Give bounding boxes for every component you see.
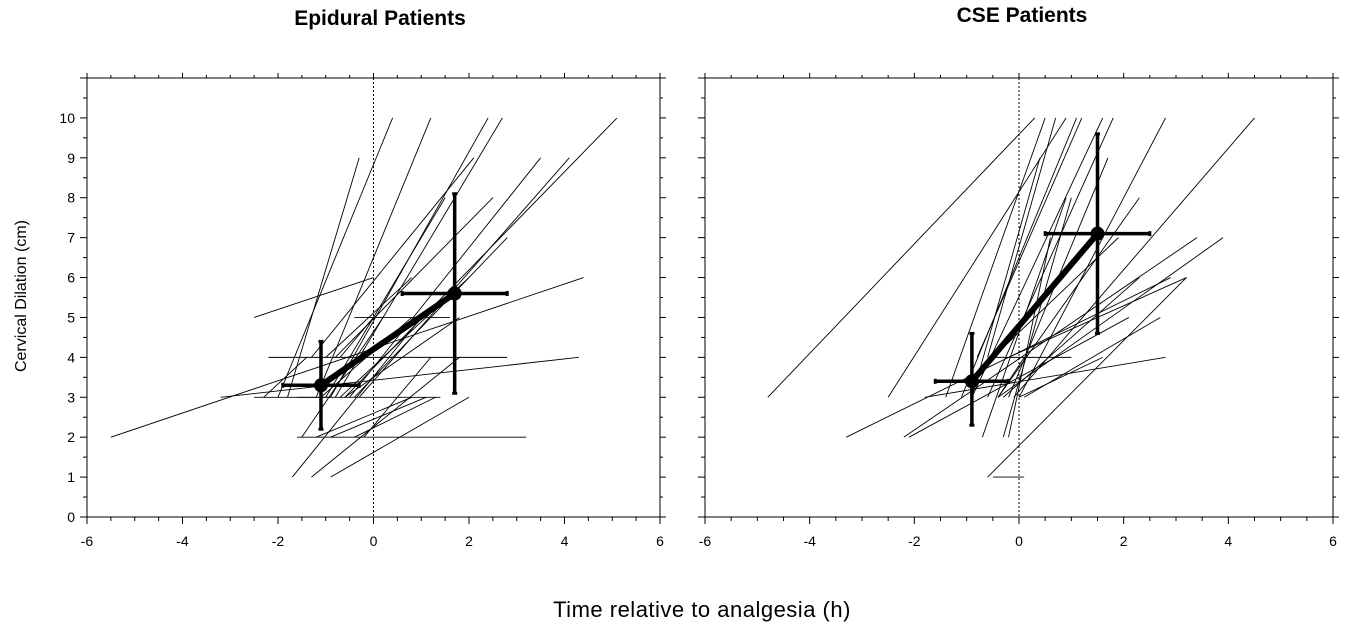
mean-line xyxy=(968,230,1101,385)
patient-line xyxy=(330,396,427,438)
mean-line xyxy=(317,290,458,389)
patient-line xyxy=(1003,277,1140,398)
x-tick-label: -4 xyxy=(803,533,816,549)
y-tick-label: 3 xyxy=(67,389,75,405)
y-axis-label: Cervical Dilation (cm) xyxy=(13,220,30,372)
y-tick-label: 4 xyxy=(67,349,75,365)
cse-title: CSE Patients xyxy=(957,4,1088,27)
x-tick-label: 4 xyxy=(561,533,569,549)
patient-line xyxy=(1018,356,1103,398)
y-tick-label: 6 xyxy=(67,270,75,286)
patient-line xyxy=(976,117,1083,358)
patient-line xyxy=(1013,117,1255,398)
patient-line xyxy=(316,396,412,438)
patient-line xyxy=(349,157,541,398)
mean-point xyxy=(964,374,979,389)
patient-line xyxy=(1002,197,1072,438)
patient-line xyxy=(220,356,579,398)
patient-line xyxy=(253,277,374,318)
y-tick-label: 2 xyxy=(67,429,75,445)
patient-line xyxy=(330,396,470,478)
x-tick-label: -6 xyxy=(699,533,712,549)
y-tick-label: 8 xyxy=(67,190,75,206)
patient-line xyxy=(971,157,1041,398)
epidural-title: Epidural Patients xyxy=(294,7,466,30)
patient-line xyxy=(277,117,394,398)
x-tick-label: 6 xyxy=(656,533,664,549)
patient-line xyxy=(987,117,1114,398)
epidural-panel: Epidural Patients -6 -4 -2 0 2 4 6 0 1 2 3 4 5 6 7 8 9 10 xyxy=(59,7,666,549)
patient-line xyxy=(287,157,360,398)
patient-line xyxy=(1008,237,1051,438)
patient-line xyxy=(887,117,1067,398)
patient-line xyxy=(315,117,432,398)
patient-line xyxy=(971,117,1104,398)
mean-point xyxy=(313,378,328,393)
y-tick-label: 1 xyxy=(67,469,75,485)
patient-line xyxy=(767,117,1036,398)
patient-line xyxy=(997,357,1025,398)
patient-line xyxy=(987,277,1187,478)
patient-line xyxy=(354,396,436,438)
patient-line xyxy=(997,197,1140,398)
y-tick-label: 9 xyxy=(67,150,75,166)
y-tick-label: 7 xyxy=(67,230,75,246)
patient-line xyxy=(997,237,1224,398)
x-tick-label: 0 xyxy=(370,533,378,549)
patient-line xyxy=(961,117,1077,398)
y-tick-label: 10 xyxy=(59,110,75,126)
mean-point xyxy=(1090,226,1105,241)
x-tick-label: -6 xyxy=(81,533,94,549)
x-axis-label: Time relative to analgesia (h) xyxy=(553,597,851,622)
x-tick-label: 2 xyxy=(1120,533,1128,549)
y-tick-label: 0 xyxy=(67,509,75,525)
patient-line xyxy=(334,197,494,358)
x-tick-label: 6 xyxy=(1329,533,1337,549)
patient-line xyxy=(987,117,1057,358)
x-tick-label: 2 xyxy=(465,533,473,549)
cse-panel: CSE Patients -6 -4 -2 0 2 4 6 xyxy=(698,4,1339,549)
x-tick-label: 0 xyxy=(1015,533,1023,549)
x-tick-label: -2 xyxy=(908,533,921,549)
patient-line xyxy=(344,317,460,398)
mean-point xyxy=(447,286,462,301)
patient-line xyxy=(325,197,446,398)
x-tick-label: 4 xyxy=(1224,533,1232,549)
patient-line xyxy=(363,357,432,438)
patient-line xyxy=(924,356,1166,398)
patient-line xyxy=(311,157,475,358)
patient-line xyxy=(945,117,1046,398)
patient-line xyxy=(334,117,503,398)
patient-line xyxy=(311,357,460,478)
patient-line xyxy=(263,357,307,398)
patient-line xyxy=(301,317,384,438)
patient-line xyxy=(339,317,374,358)
patient-line xyxy=(908,317,1130,438)
x-tick-label: -4 xyxy=(176,533,189,549)
patient-line xyxy=(358,157,570,398)
patient-line xyxy=(1018,117,1166,398)
patient-line xyxy=(291,317,422,478)
x-tick-label: -2 xyxy=(272,533,285,549)
y-tick-label: 5 xyxy=(67,309,75,325)
